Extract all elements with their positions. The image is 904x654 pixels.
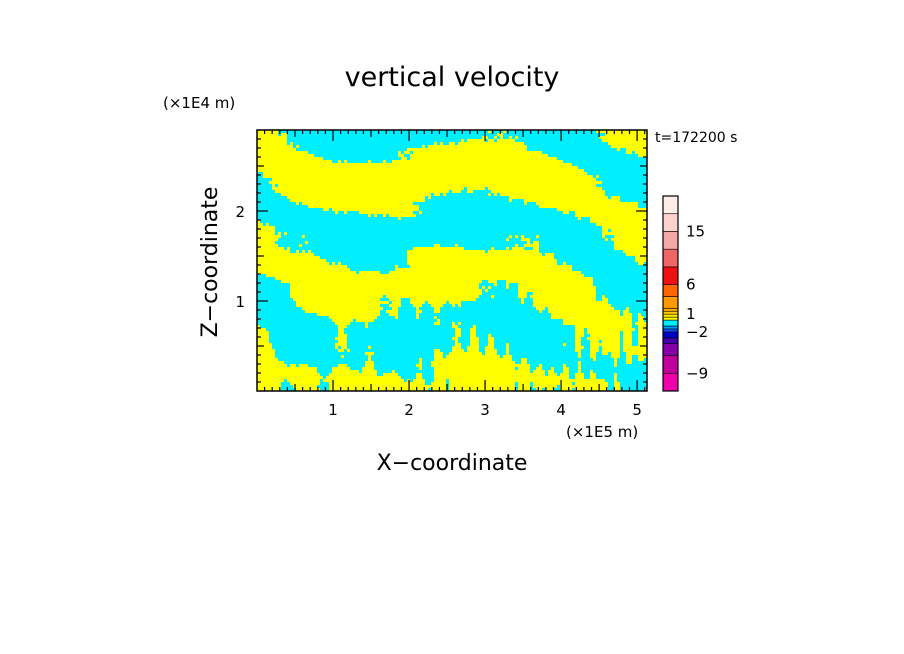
x-axis-label: X−coordinate [377, 451, 528, 476]
colorbar-level [662, 195, 679, 215]
colorbar-level [662, 313, 679, 318]
colorbar-frame [662, 195, 679, 392]
chart-title: vertical velocity [345, 62, 560, 93]
colorbar-tick-label: 1 [686, 305, 696, 323]
x-tick-label: 2 [404, 401, 414, 419]
colorbar-level [662, 337, 679, 345]
x-tick-label: 5 [632, 401, 642, 419]
colorbar-level [662, 310, 679, 315]
colorbar-level [662, 213, 679, 232]
colorbar-tick-label: −9 [686, 364, 708, 382]
y-tick-label: 1 [235, 293, 245, 311]
colorbar-level [662, 319, 679, 327]
colorbar-level [662, 296, 679, 309]
colorbar-level [662, 372, 679, 392]
plot-frame [256, 129, 648, 392]
y-unit-label: (×1E4 m) [163, 94, 235, 112]
x-unit-label: (×1E5 m) [566, 423, 638, 441]
colorbar-level [662, 307, 679, 312]
colorbar-level [662, 343, 679, 356]
colorbar-tick-label: −2 [686, 323, 708, 341]
colorbar-level [662, 331, 679, 339]
x-tick-label: 1 [328, 401, 338, 419]
time-label: t=172200 s [655, 130, 737, 146]
colorbar-level [662, 248, 679, 268]
axes: 1 2 3 4 5 1 2 [235, 130, 647, 419]
x-tick-label: 4 [556, 401, 566, 419]
colorbar-level [662, 325, 679, 330]
colorbar-level [662, 355, 679, 374]
colorbar-level [662, 266, 679, 285]
y-tick-label: 2 [235, 203, 245, 221]
colorbar-tick-label: 15 [686, 222, 705, 240]
y-axis-label: Z−coordinate [198, 187, 223, 338]
x-tick-label: 3 [480, 401, 490, 419]
colorbar-tick-label: 6 [686, 276, 696, 294]
colorbar-level [662, 316, 679, 321]
colorbar: 15 6 1−2 −9 [662, 195, 708, 392]
colorbar-level [662, 284, 679, 297]
colorbar-level [662, 231, 679, 250]
negative-velocity-field [257, 130, 647, 391]
negative-velocity-regions [257, 130, 647, 391]
colorbar-level [662, 328, 679, 333]
plot-area [256, 129, 648, 392]
